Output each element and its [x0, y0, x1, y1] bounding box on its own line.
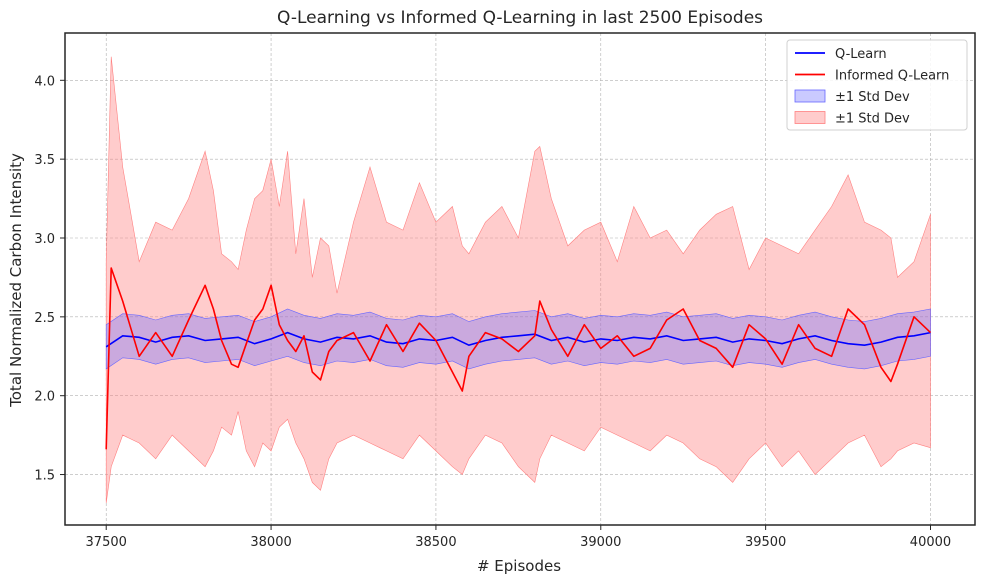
legend-informed-std-swatch: [794, 111, 826, 124]
x-tick-label: 39000: [580, 535, 621, 550]
legend-q-learn-std-swatch: [794, 89, 826, 103]
x-tick-label: 40000: [910, 535, 951, 550]
y-tick-label: 3.5: [34, 153, 55, 168]
legend: Q-Learn Informed Q-Learn ±1 Std Dev ±1 Std …: [786, 39, 968, 131]
legend-informed-q-learn-label: Informed Q-Learn: [835, 69, 949, 84]
y-axis-label: Total Normalized Carbon Intensity: [7, 153, 25, 408]
y-tick-label: 2.5: [34, 311, 55, 326]
plot-frame: [64, 32, 976, 526]
informed-std-band: [105, 56, 931, 503]
std-dev-bands: [105, 56, 931, 503]
legend-box: [786, 39, 968, 131]
legend-q-learn-label: Q-Learn: [835, 47, 887, 62]
series-lines: [105, 267, 932, 450]
x-axis-label: # Episodes: [477, 557, 561, 575]
y-axis-ticks: 1.5 2.0 2.5 3.0 3.5 4.0: [34, 74, 65, 484]
chart-title: Q-Learning vs Informed Q-Learning in las…: [277, 8, 763, 28]
x-tick-label: 38500: [415, 535, 456, 550]
legend-informed-std-label: ±1 Std Dev: [835, 112, 910, 127]
y-tick-label: 1.5: [34, 469, 55, 484]
legend-q-learn-std-label: ±1 Std Dev: [835, 90, 910, 105]
y-tick-label: 3.0: [34, 232, 55, 247]
y-tick-label: 2.0: [34, 390, 55, 405]
y-tick-label: 4.0: [34, 74, 55, 89]
x-axis-ticks: 37500 38000 38500 39000 39500 40000: [86, 525, 951, 550]
x-tick-label: 38000: [250, 535, 291, 550]
informed-q-learn-line: [105, 267, 932, 450]
x-tick-label: 39500: [745, 535, 786, 550]
q-learn-line: [105, 331, 931, 348]
x-tick-label: 37500: [86, 535, 127, 550]
